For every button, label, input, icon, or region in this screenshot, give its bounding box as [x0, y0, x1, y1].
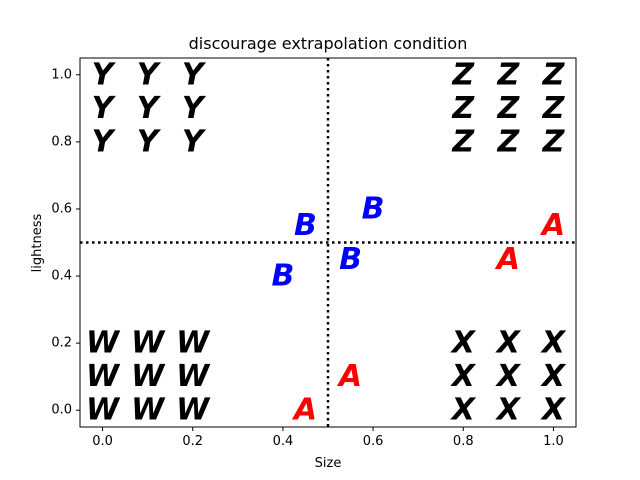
data-point-z: Z — [451, 124, 475, 159]
data-point-x: X — [540, 326, 567, 361]
x-tick-label: 0.2 — [182, 434, 203, 449]
data-point-y: Y — [137, 57, 162, 92]
data-point-b: B — [294, 208, 317, 243]
data-point-w: W — [86, 326, 121, 361]
data-point-w: W — [176, 326, 211, 361]
data-point-y: Y — [92, 91, 117, 126]
data-point-a: A — [292, 393, 317, 428]
plot-frame — [79, 57, 577, 428]
data-point-y: Y — [182, 91, 207, 126]
data-point-w: W — [131, 326, 166, 361]
data-point-x: X — [450, 326, 477, 361]
data-point-x: X — [450, 393, 477, 428]
data-point-z: Z — [542, 124, 566, 159]
data-point-a: A — [495, 242, 520, 277]
data-point-x: X — [540, 359, 567, 394]
data-point-x: X — [450, 359, 477, 394]
data-point-b: B — [362, 191, 385, 226]
y-tick-label: 0.0 — [51, 403, 72, 418]
data-point-z: Z — [496, 124, 520, 159]
data-point-y: Y — [182, 57, 207, 92]
y-tick-label: 1.0 — [51, 67, 72, 82]
y-tick-label: 0.6 — [51, 201, 72, 216]
data-point-w: W — [131, 393, 166, 428]
data-point-y: Y — [92, 57, 117, 92]
data-point-w: W — [176, 359, 211, 394]
data-point-z: Z — [542, 57, 566, 92]
data-point-b: B — [339, 242, 362, 277]
x-tick-label: 1.0 — [543, 434, 564, 449]
data-point-a: A — [337, 359, 362, 394]
plot-area: Y Y YY Y YY Y YZ Z ZZ Z ZZ Z ZW W WW W WW W WX X XX X XX X XB BBB… — [80, 57, 576, 428]
data-point-z: Z — [542, 91, 566, 126]
data-point-w: W — [86, 359, 121, 394]
axes: 0.0 0.2 0.4 0.6 0.8 1.0 0.0 0.2 0.4 0.6 0.8 1.0 — [51, 67, 563, 449]
data-point-x: X — [495, 393, 522, 428]
data-point-y: Y — [137, 124, 162, 159]
x-axis-label: Size — [315, 456, 342, 471]
x-tick-label: 0.4 — [273, 434, 294, 449]
data-point-y: Y — [92, 124, 117, 159]
data-point-w: W — [86, 393, 121, 428]
chart-title: discourage extrapolation condition — [189, 34, 468, 53]
data-point-x: X — [495, 359, 522, 394]
data-point-z: Z — [496, 57, 520, 92]
data-point-w: W — [131, 359, 166, 394]
data-point-x: X — [540, 393, 567, 428]
y-axis-label: lightness — [30, 213, 45, 272]
data-point-b: B — [271, 259, 294, 294]
data-point-z: Z — [451, 91, 475, 126]
data-point-w: W — [176, 393, 211, 428]
x-tick-label: 0.0 — [92, 434, 113, 449]
data-point-z: Z — [451, 57, 475, 92]
data-point-x: X — [495, 326, 522, 361]
y-tick-label: 0.4 — [51, 269, 72, 284]
data-point-a: A — [540, 208, 565, 243]
y-tick-label: 0.8 — [51, 134, 72, 149]
y-tick-label: 0.2 — [51, 336, 72, 351]
data-point-z: Z — [496, 91, 520, 126]
x-tick-label: 0.8 — [453, 434, 474, 449]
data-point-y: Y — [137, 91, 162, 126]
data-point-y: Y — [182, 124, 207, 159]
x-tick-label: 0.6 — [363, 434, 384, 449]
